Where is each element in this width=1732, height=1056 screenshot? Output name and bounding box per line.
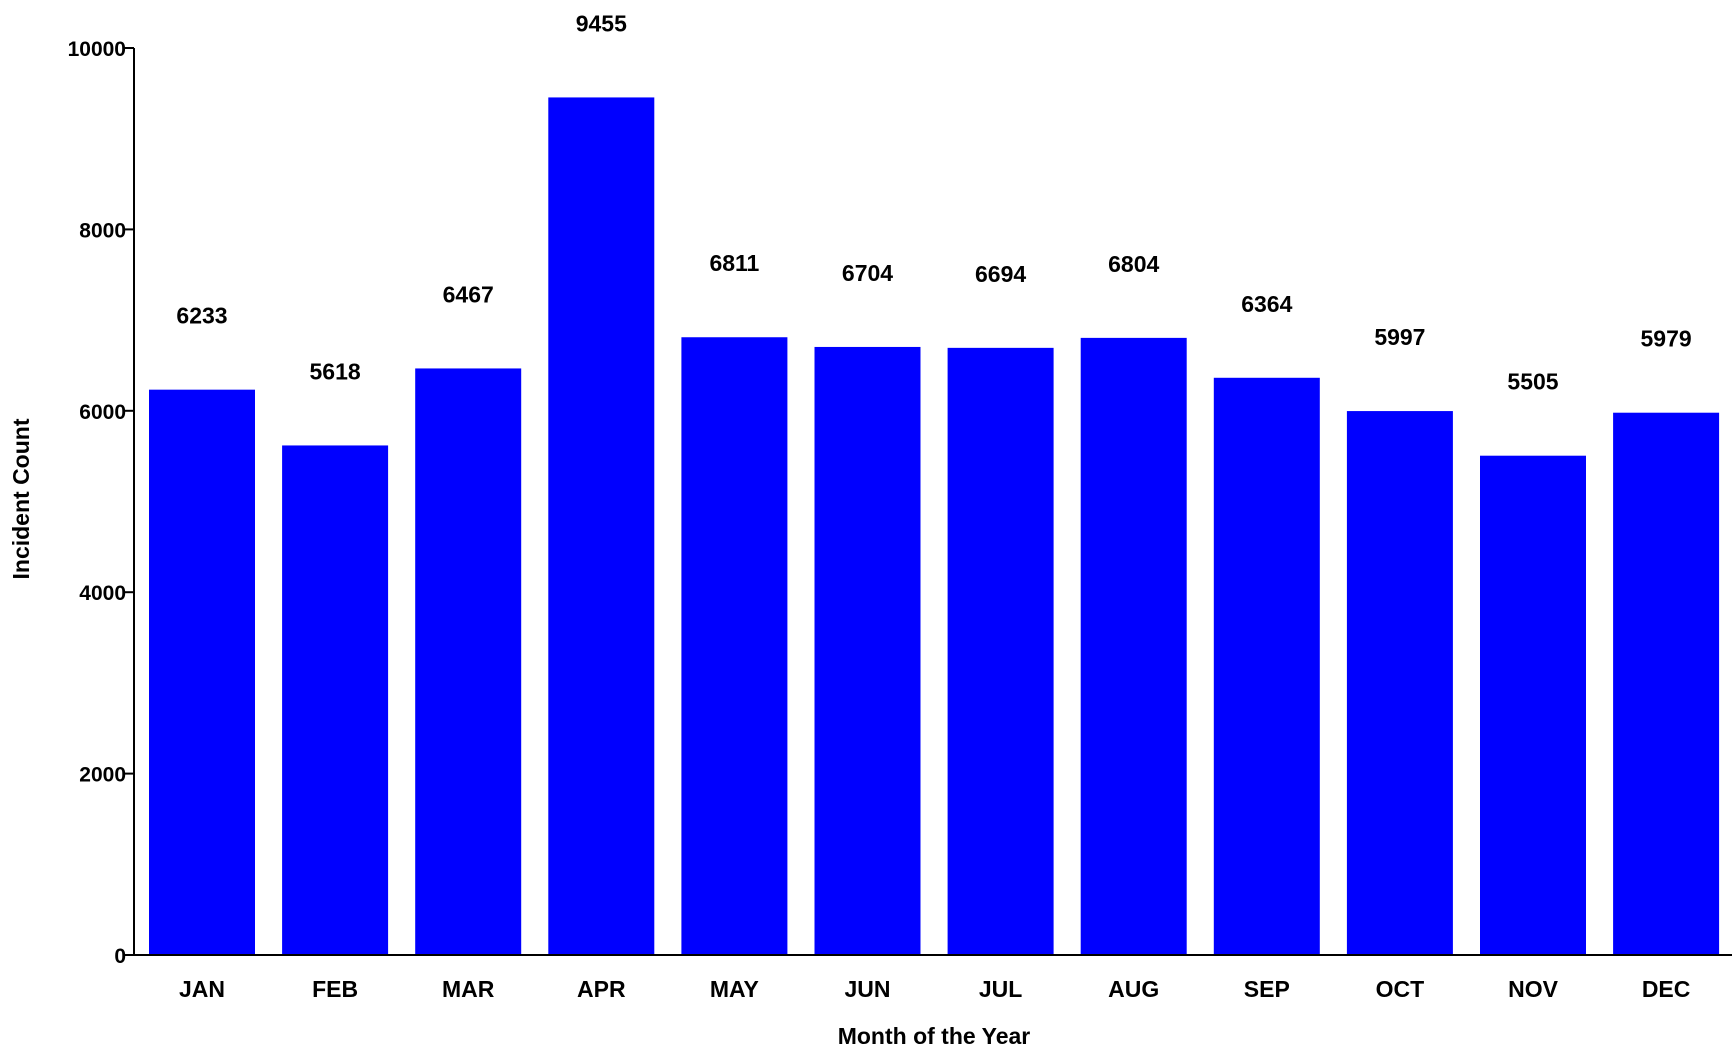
y-tick-label: 4000 <box>79 582 126 605</box>
bar <box>548 97 655 955</box>
bar <box>1080 337 1187 955</box>
x-tick-label: NOV <box>1508 976 1559 1002</box>
x-tick-label: MAY <box>710 976 759 1002</box>
data-label: 6811 <box>709 250 759 276</box>
category-labels: JAN FEB MAR APR MAY JUN JUL AUG SEP OCT NOV DEC <box>179 976 1690 1002</box>
data-label: 5505 <box>1507 369 1558 395</box>
bar <box>1613 412 1720 955</box>
data-label: 6467 <box>443 281 494 307</box>
x-tick-label: FEB <box>312 976 358 1002</box>
bar <box>282 445 389 955</box>
data-label: 6694 <box>975 261 1026 287</box>
data-label: 6364 <box>1241 291 1292 317</box>
bar <box>681 337 788 955</box>
y-ticks: 0 2000 4000 6000 8000 10000 <box>68 38 134 968</box>
data-label: 5618 <box>310 358 361 384</box>
y-tick-label: 10000 <box>68 38 126 61</box>
x-tick-label: MAR <box>442 976 495 1002</box>
axes-layer <box>124 48 1732 956</box>
bar <box>1480 455 1586 955</box>
x-axis-title: Month of the Year <box>838 1023 1031 1049</box>
x-tick-label: JUN <box>844 976 890 1002</box>
value-labels: 6233 5618 6467 9455 6811 6704 6694 6804 6364 5997… <box>176 10 1691 394</box>
x-tick-label: DEC <box>1642 976 1691 1002</box>
data-label: 6233 <box>176 303 227 329</box>
bar <box>149 389 255 956</box>
x-tick-label: APR <box>577 976 626 1002</box>
bars-layer <box>149 97 1720 956</box>
bar <box>1213 377 1320 956</box>
data-label: 6804 <box>1108 251 1159 277</box>
data-label: 6704 <box>842 260 893 286</box>
y-tick-label: 0 <box>114 945 126 968</box>
y-tick-label: 6000 <box>79 401 126 424</box>
x-tick-label: OCT <box>1376 976 1425 1002</box>
bar <box>814 346 921 955</box>
bar <box>415 368 522 955</box>
bar <box>947 347 1054 955</box>
y-tick-label: 8000 <box>79 219 126 242</box>
x-tick-label: JUL <box>979 976 1022 1002</box>
data-label: 5979 <box>1641 326 1692 352</box>
y-axis-title: Incident Count <box>8 418 34 579</box>
x-tick-label: SEP <box>1244 976 1290 1002</box>
data-label: 5997 <box>1374 324 1425 350</box>
bar <box>1346 411 1453 955</box>
x-tick-label: AUG <box>1108 976 1159 1002</box>
y-tick-label: 2000 <box>79 764 126 787</box>
data-label: 9455 <box>576 10 627 36</box>
x-tick-label: JAN <box>179 976 225 1002</box>
